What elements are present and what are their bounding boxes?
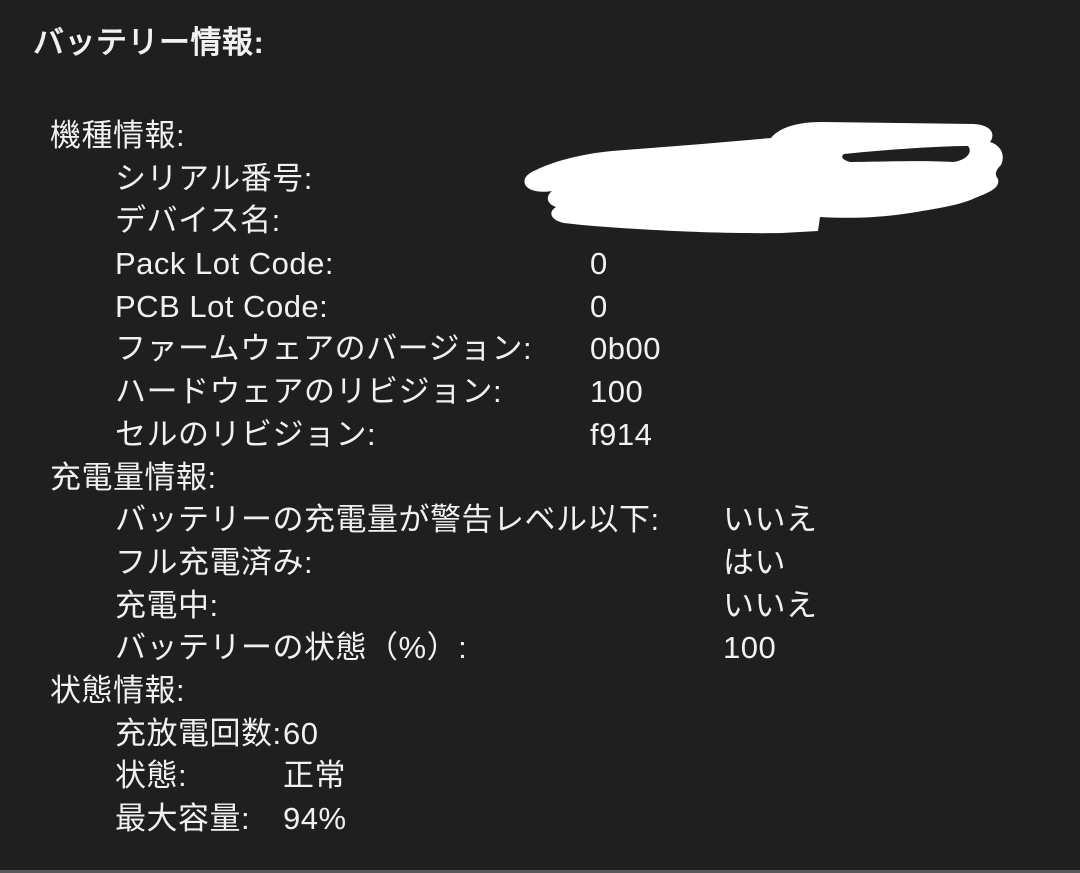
row-label: デバイス名: [115,203,281,239]
row-value: 100 [590,374,644,410]
row-value: f914 [590,416,653,452]
info-row-cycle-count: 充放電回数: 60 [0,713,1080,756]
info-row-charging: 充電中: いいえ [0,585,1080,628]
row-value: いいえ [723,502,818,538]
row-label: 充放電回数: [115,715,282,751]
section-header-row: 機種情報: [0,115,1080,158]
row-value: いいえ [723,587,818,623]
info-row-warning-level: バッテリーの充電量が警告レベル以下: いいえ [0,499,1080,542]
row-label: ハードウェアのリビジョン: [115,374,503,410]
row-value: 0 [590,246,608,282]
row-value: 60 [283,715,319,751]
row-value: はい [723,544,786,580]
info-row-serial-number: シリアル番号: [0,158,1080,201]
row-value: 0b00 [590,331,661,367]
section-charge-info: 充電量情報: バッテリーの充電量が警告レベル以下: いいえ フル充電済み: はい… [0,457,1080,670]
row-label: 最大容量: [115,801,251,836]
info-row-cell-revision: セルのリビジョン: f914 [0,414,1080,457]
row-value: 94% [283,801,347,836]
section-header-row: 充電量情報: [0,457,1080,500]
section-health-info: 状態情報: 充放電回数: 60 状態: 正常 最大容量: 94% [0,670,1080,841]
row-label: シリアル番号: [115,160,313,196]
section-header-row: 状態情報: [0,670,1080,713]
row-value: 正常 [283,758,346,794]
info-row-hardware-revision: ハードウェアのリビジョン: 100 [0,371,1080,414]
row-label: 状態: [115,758,188,794]
info-row-pcb-lot-code: PCB Lot Code: 0 [0,286,1080,329]
row-value: 0 [590,288,608,324]
info-row-firmware-version: ファームウェアのバージョン: 0b00 [0,328,1080,371]
section-model-info: 機種情報: シリアル番号: デバイス名: Pack Lot Code: 0 PC… [0,115,1080,457]
row-label: バッテリーの充電量が警告レベル以下: [115,502,660,538]
info-row-fully-charged: フル充電済み: はい [0,542,1080,585]
section-health-header: 状態情報: [50,672,186,708]
info-row-state-of-charge: バッテリーの状態（%）: 100 [0,627,1080,670]
row-label: Pack Lot Code: [115,246,334,282]
info-row-condition: 状態: 正常 [0,755,1080,798]
row-label: バッテリーの状態（%）: [115,630,468,666]
title-spacer [0,62,1080,115]
info-row-pack-lot-code: Pack Lot Code: 0 [0,243,1080,286]
row-label: セルのリビジョン: [115,416,377,452]
row-label: 充電中: [115,587,219,623]
row-value: 100 [723,630,777,666]
section-charge-header: 充電量情報: [50,459,217,495]
section-model-header: 機種情報: [50,118,186,153]
bottom-edge-line [0,870,1080,873]
row-label: ファームウェアのバージョン: [115,331,533,367]
info-row-device-name: デバイス名: [0,200,1080,243]
row-label: PCB Lot Code: [115,288,329,324]
info-row-max-capacity: 最大容量: 94% [0,798,1080,841]
page-title: バッテリー情報: [33,25,265,60]
row-label: フル充電済み: [115,544,314,580]
